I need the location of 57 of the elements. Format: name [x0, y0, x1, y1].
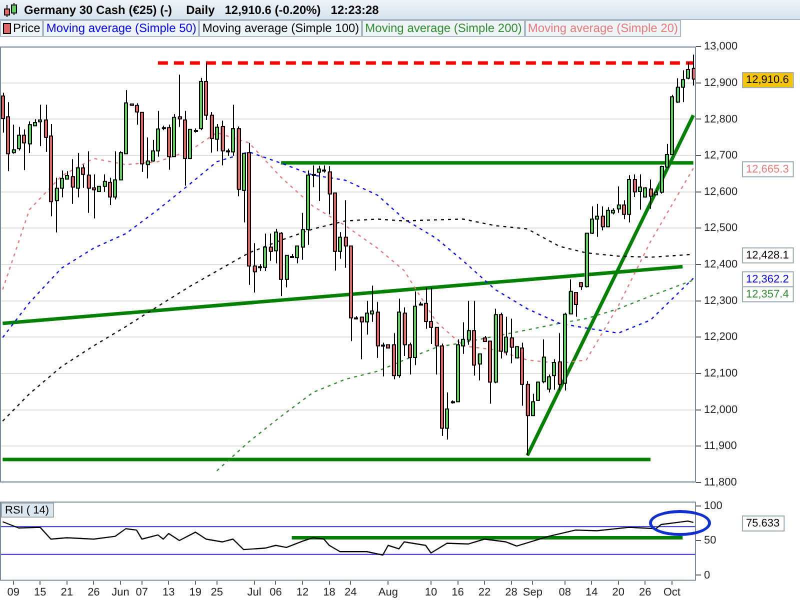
y-tick-label: 12,000	[704, 404, 738, 416]
text: Moving average (Simple 20)	[524, 20, 681, 37]
x-tick-label: 08	[558, 586, 571, 598]
y-tick-label: 12,800	[704, 113, 738, 126]
line-series	[216, 280, 694, 472]
x-tick-label: Sep	[522, 586, 542, 598]
legend-label: Price	[0, 20, 44, 37]
y-tick-label: 12,100	[704, 367, 738, 380]
y-tick-label: 11,900	[704, 440, 737, 452]
x-tick-label: Aug	[378, 586, 398, 598]
x-tick-label: 07	[136, 586, 148, 598]
x-tick-label: 18	[323, 586, 336, 598]
x-tick-label: 21	[60, 586, 74, 598]
x-tick-label: 06	[270, 586, 282, 598]
x-tick-label: Oct	[663, 586, 680, 598]
y-tick-label: 12,900	[704, 76, 738, 89]
text: Moving average (Simple 50)	[43, 20, 200, 37]
x-tick-label: 28	[505, 586, 518, 598]
y-tick-label: 100	[704, 500, 722, 512]
x-tick-label: 25	[210, 586, 223, 598]
y-tick-label: 12,500	[704, 222, 738, 234]
y-tick-label: 12,200	[704, 331, 738, 344]
x-tick-label: 26	[639, 586, 652, 598]
chart-title: RSI ( 14)	[5, 504, 50, 517]
y-tick-label: 12,700	[704, 150, 738, 162]
y-tick-label: 0	[704, 569, 710, 582]
x-tick-label: 22	[478, 586, 491, 598]
text: 12,665.3	[746, 163, 789, 176]
text: 12,910.6	[746, 74, 789, 86]
chart-subtitle: Daily 12,910.6 (-0.20%) 12:23:28	[186, 2, 379, 16]
y-tick-label: 50	[704, 534, 716, 547]
x-tick-label: 24	[344, 586, 357, 598]
x-tick-label: Jun	[112, 586, 130, 598]
y-tick-label: 12,300	[704, 294, 738, 307]
text: Moving average (Simple 100)	[199, 20, 362, 37]
x-tick-label: 19	[189, 586, 202, 598]
text: 12,357.4	[746, 288, 789, 300]
y-tick-label: 12,600	[704, 186, 738, 198]
x-tick-label: 09	[7, 586, 20, 598]
x-tick-label: 12	[296, 586, 309, 598]
x-tick-label: 13	[162, 586, 175, 598]
x-tick-label: 15	[34, 586, 46, 598]
chart-title: Germany 30 Cash (€25) (-)	[24, 2, 172, 16]
text: Moving average (Simple 200)	[362, 20, 525, 37]
y-tick-label: 12,400	[704, 258, 738, 271]
line-series	[2, 151, 694, 338]
text: 75.633	[746, 517, 780, 530]
text: 12,428.1	[746, 249, 789, 262]
x-tick-label: 20	[612, 586, 624, 598]
x-tick-label: Jul	[247, 586, 262, 598]
x-tick-label: 10	[424, 586, 438, 598]
x-tick-label: 14	[585, 586, 598, 598]
y-tick-label: 13,000	[704, 40, 738, 53]
x-tick-label: 26	[88, 586, 100, 598]
y-tick-label: 11,800	[704, 476, 737, 488]
text: 12,362.2	[746, 273, 789, 286]
x-tick-label: 16	[452, 586, 464, 598]
